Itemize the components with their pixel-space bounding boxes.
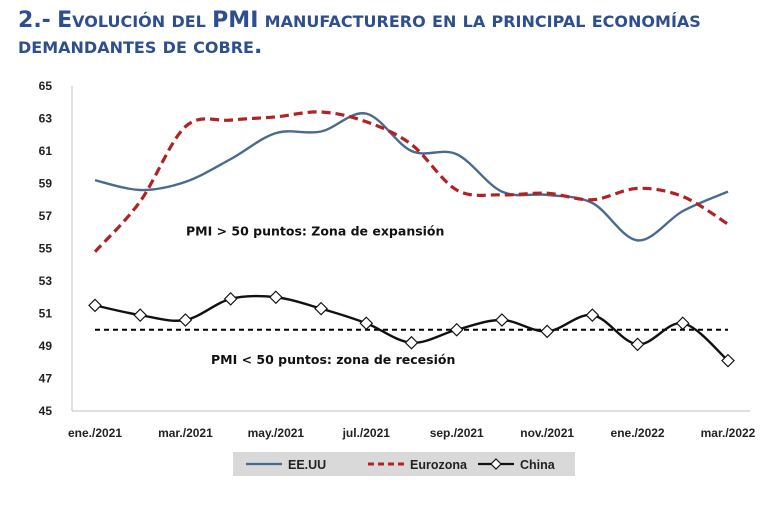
y-tick-label: 61 — [39, 144, 53, 158]
chart-title-line-2: DEMANDANTES DE COBRE. — [18, 34, 263, 59]
y-tick-label: 51 — [39, 307, 53, 321]
legend-label: EE.UU — [288, 458, 326, 472]
y-tick-label: 49 — [39, 339, 53, 353]
annotation-label: PMI < 50 puntos: zona de recesión — [211, 352, 455, 367]
data-point-china — [178, 313, 193, 327]
y-tick-label: 55 — [39, 242, 53, 256]
data-point-china — [540, 324, 554, 339]
legend-marker — [490, 458, 502, 470]
data-point-china — [721, 353, 735, 368]
y-tick-label: 65 — [39, 79, 53, 93]
chart-title: 2.- EVOLUCIÓN DEL PMI MANUFACTURERO EN L… — [18, 8, 768, 60]
data-point-china — [404, 335, 419, 350]
data-point-china — [630, 337, 645, 352]
y-tick-label: 53 — [39, 274, 53, 288]
data-point-china — [133, 308, 148, 322]
y-tick-label: 45 — [39, 404, 53, 418]
y-tick-label: 59 — [39, 177, 53, 191]
x-tick-label: jul./2021 — [342, 426, 391, 440]
data-point-china — [675, 316, 690, 331]
data-point-china — [495, 313, 509, 327]
x-tick-label: mar./2021 — [158, 426, 213, 440]
series-line-ee-uu — [94, 112, 729, 242]
y-tick-label: 57 — [39, 209, 53, 223]
x-tick-label: may./2021 — [248, 426, 305, 440]
chart-title-line-1: 2.- EVOLUCIÓN DEL PMI MANUFACTURERO EN L… — [18, 8, 701, 33]
data-point-china — [359, 316, 374, 331]
y-tick-label: 47 — [39, 372, 53, 386]
data-point-china — [314, 301, 328, 316]
data-point-china — [449, 322, 464, 337]
series-line-eurozona — [93, 110, 729, 253]
x-tick-label: ene./2021 — [68, 426, 122, 440]
annotation-label: PMI > 50 puntos: Zona de expansión — [186, 224, 444, 239]
x-tick-label: sep./2021 — [430, 426, 484, 440]
legend-label: Eurozona — [410, 458, 468, 472]
data-point-china — [223, 292, 238, 306]
x-tick-label: ene./2022 — [611, 426, 665, 440]
data-point-china — [269, 290, 283, 305]
x-tick-label: mar./2022 — [701, 426, 756, 440]
data-point-china — [585, 308, 600, 322]
x-tick-label: nov./2021 — [520, 426, 574, 440]
data-point-china — [88, 298, 102, 313]
y-tick-label: 63 — [39, 112, 53, 126]
legend-label: China — [520, 458, 556, 472]
